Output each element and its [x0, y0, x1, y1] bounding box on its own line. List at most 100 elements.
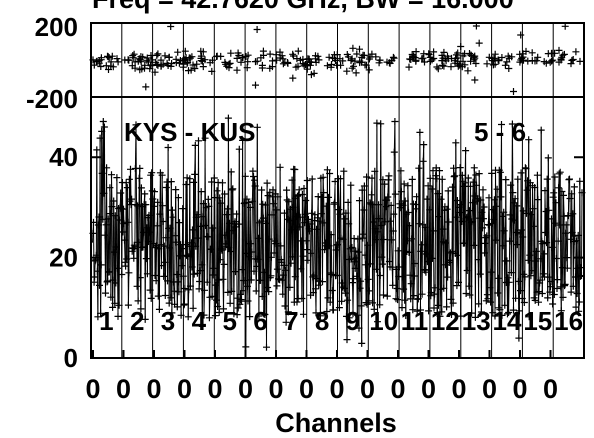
amplitude-trace — [100, 264, 102, 314]
phase-point — [447, 63, 455, 71]
amplitude-trace — [118, 219, 121, 306]
amplitude-trace — [186, 177, 189, 257]
amplitude-trace — [477, 198, 479, 260]
amplitude-trace — [270, 214, 273, 258]
amplitude-trace — [103, 126, 106, 236]
phase-point — [146, 65, 154, 73]
amplitude-trace — [428, 209, 431, 262]
amplitude-trace — [555, 202, 557, 259]
amplitude-trace — [432, 170, 434, 231]
segment-label: 4 — [192, 306, 207, 336]
amplitude-trace — [422, 161, 424, 225]
amplitude-trace — [187, 289, 190, 317]
phase-point — [494, 56, 502, 64]
amplitude-trace — [419, 251, 422, 311]
amplitude-trace — [369, 204, 372, 264]
amplitude-trace — [159, 172, 162, 245]
amplitude-trace — [534, 260, 537, 301]
phase-point — [325, 53, 333, 61]
amplitude-trace — [285, 190, 288, 323]
phase-point — [421, 58, 428, 66]
amplitude-trace — [492, 209, 494, 313]
amplitude-trace — [233, 223, 235, 314]
amplitude-trace — [176, 281, 179, 307]
amplitude-trace — [260, 221, 262, 281]
amplitude-trace — [115, 246, 117, 284]
amplitude-trace — [335, 249, 337, 276]
amplitude-trace — [255, 266, 258, 292]
amplitude-trace — [394, 121, 396, 195]
phase-point — [348, 55, 356, 63]
amplitude-trace — [389, 221, 391, 267]
amplitude-trace — [511, 123, 514, 193]
phase-point — [104, 53, 112, 61]
amplitude-trace — [439, 170, 441, 317]
amplitude-trace — [310, 213, 313, 254]
segment-label: 1 — [99, 306, 113, 336]
phase-point — [174, 48, 182, 56]
phase-point — [568, 56, 576, 64]
phase-point — [186, 54, 194, 62]
phase-point — [430, 55, 438, 62]
x-tick-label: 0 — [482, 374, 497, 404]
phase-point — [548, 57, 556, 65]
amplitude-trace — [474, 174, 477, 318]
phase-point — [356, 45, 363, 53]
phase-ytick-label-bottom: -200 — [26, 84, 78, 114]
phase-point — [109, 63, 117, 71]
amplitude-trace — [574, 241, 576, 278]
amplitude-trace — [367, 245, 369, 280]
amplitude-trace — [352, 278, 354, 314]
phase-point — [467, 57, 475, 65]
amplitude-trace — [559, 172, 562, 287]
phase-point — [407, 56, 415, 63]
amplitude-trace — [380, 123, 382, 226]
phase-point — [105, 66, 112, 73]
phase-point — [290, 52, 297, 60]
amplitude-trace — [167, 147, 170, 229]
amplitude-trace — [573, 186, 576, 242]
amplitude-trace — [526, 190, 528, 214]
amplitude-trace — [557, 241, 559, 280]
amplitude-trace — [113, 200, 115, 253]
amplitude-trace — [572, 236, 575, 287]
amplitude-trace — [311, 178, 314, 277]
amplitude-trace — [168, 247, 171, 304]
x-tick-label: 0 — [390, 374, 405, 404]
phase-point — [368, 50, 376, 58]
phase-point — [161, 52, 169, 60]
segment-label: 14 — [493, 306, 522, 336]
phase-point — [142, 83, 150, 91]
amplitude-trace — [416, 196, 418, 312]
phase-point — [339, 57, 347, 65]
amplitude-trace — [448, 221, 450, 263]
phase-point — [557, 56, 565, 64]
segment-label: 2 — [130, 306, 144, 336]
phase-point — [312, 58, 320, 66]
amplitude-trace — [552, 197, 554, 305]
amplitude-trace — [111, 174, 113, 207]
amplitude-trace — [346, 300, 349, 340]
amplitude-trace — [248, 202, 250, 257]
phase-points — [89, 22, 584, 95]
phase-point — [260, 51, 267, 59]
amplitude-trace — [464, 182, 466, 244]
phase-point — [361, 61, 369, 69]
phase-point — [439, 61, 446, 69]
phase-point — [167, 23, 175, 30]
phase-point — [433, 63, 441, 71]
amplitude-trace — [391, 239, 393, 268]
phase-point — [459, 52, 467, 60]
amplitude-trace — [473, 167, 476, 197]
amplitude-trace — [200, 191, 203, 265]
phase-point — [470, 56, 478, 64]
phase-point — [199, 57, 206, 65]
baseline-label: KYS - KUS — [124, 117, 255, 147]
amplitude-trace — [253, 180, 255, 272]
segment-label: 12 — [431, 306, 460, 336]
amplitude-trace — [195, 217, 197, 247]
phase-point — [561, 22, 569, 30]
amplitude-trace — [236, 213, 238, 315]
amplitude-trace — [220, 203, 222, 249]
amplitude-trace — [564, 233, 567, 285]
